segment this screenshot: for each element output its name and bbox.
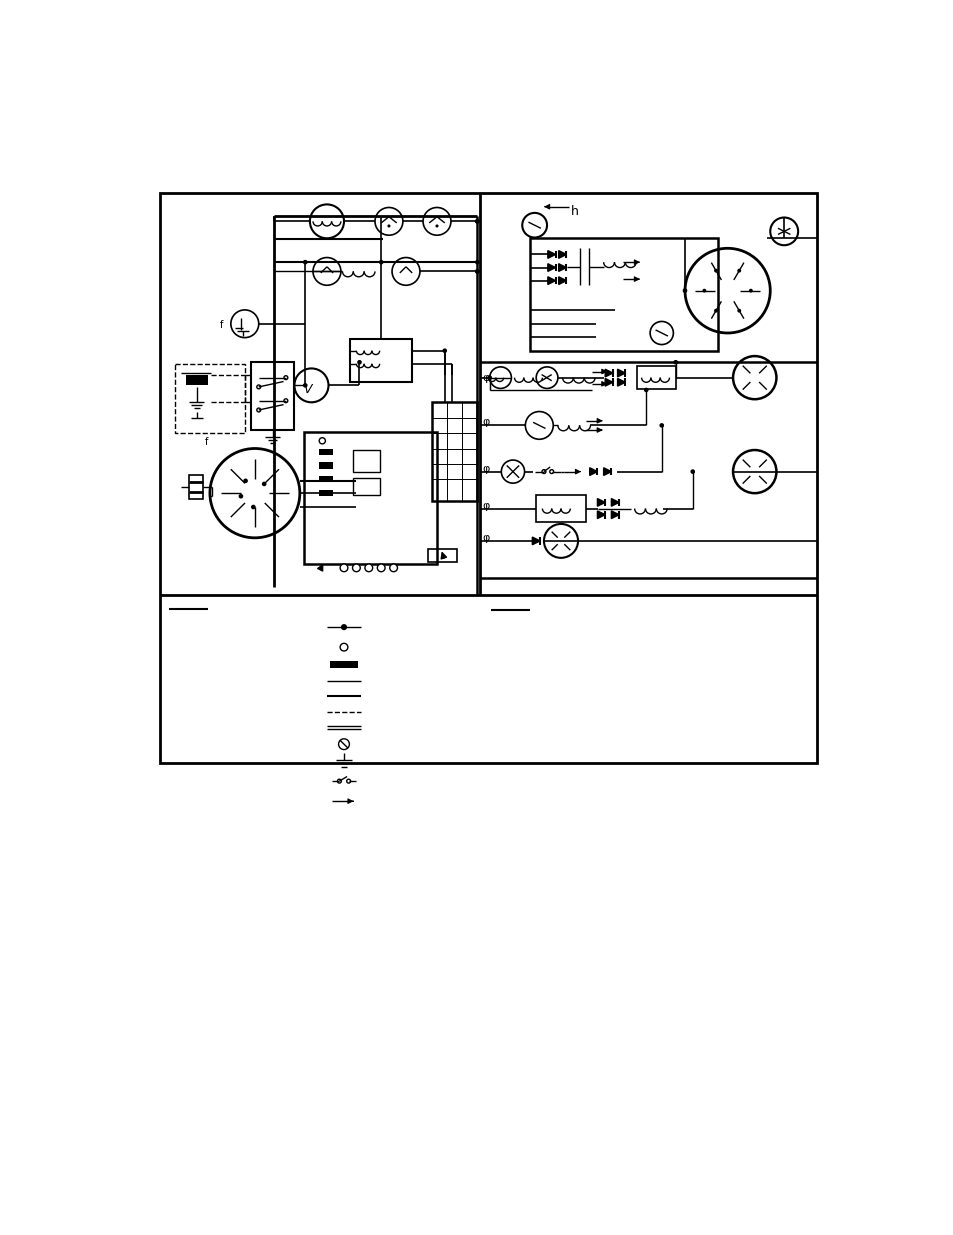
Circle shape — [549, 469, 553, 473]
Circle shape — [713, 269, 718, 273]
Circle shape — [643, 388, 648, 393]
Circle shape — [243, 478, 248, 483]
Bar — [319, 462, 333, 468]
Text: h: h — [571, 205, 578, 219]
Circle shape — [748, 289, 752, 293]
Polygon shape — [589, 468, 597, 475]
Circle shape — [284, 375, 288, 379]
Polygon shape — [611, 499, 618, 506]
Bar — [319, 477, 333, 483]
Circle shape — [387, 225, 390, 227]
Bar — [350, 340, 412, 382]
Circle shape — [475, 269, 479, 274]
Polygon shape — [604, 369, 612, 377]
Circle shape — [261, 482, 266, 487]
Bar — [186, 375, 208, 384]
Circle shape — [378, 259, 383, 264]
Circle shape — [303, 383, 307, 388]
Polygon shape — [617, 378, 624, 387]
Circle shape — [338, 739, 349, 750]
Circle shape — [319, 437, 325, 443]
Circle shape — [737, 309, 740, 312]
Circle shape — [475, 269, 479, 274]
Text: φ: φ — [481, 373, 489, 383]
Text: φ: φ — [481, 417, 489, 427]
Circle shape — [673, 359, 678, 364]
Polygon shape — [597, 499, 604, 506]
Bar — [189, 474, 203, 499]
Circle shape — [541, 469, 545, 473]
Circle shape — [442, 348, 447, 353]
Bar — [303, 431, 436, 564]
Polygon shape — [611, 511, 618, 519]
Circle shape — [238, 494, 243, 499]
Polygon shape — [604, 378, 612, 387]
Circle shape — [340, 643, 348, 651]
Circle shape — [435, 225, 438, 227]
Polygon shape — [547, 264, 555, 272]
Circle shape — [340, 564, 348, 572]
Circle shape — [737, 269, 740, 273]
Polygon shape — [558, 251, 566, 258]
Circle shape — [377, 564, 385, 572]
Polygon shape — [603, 468, 611, 475]
Circle shape — [701, 289, 705, 293]
Bar — [319, 448, 333, 454]
Text: V: V — [303, 383, 312, 395]
Bar — [330, 661, 357, 668]
Circle shape — [256, 408, 260, 412]
Circle shape — [390, 564, 397, 572]
Bar — [174, 364, 245, 433]
Circle shape — [659, 424, 663, 427]
Bar — [536, 495, 585, 522]
Polygon shape — [558, 277, 566, 284]
Circle shape — [284, 399, 288, 403]
Polygon shape — [617, 369, 624, 377]
Text: f: f — [220, 320, 223, 331]
Text: φ: φ — [481, 532, 489, 543]
Bar — [427, 548, 456, 562]
Circle shape — [487, 375, 492, 380]
Bar — [637, 366, 675, 389]
Circle shape — [475, 219, 479, 224]
Circle shape — [690, 469, 695, 474]
Circle shape — [256, 385, 260, 389]
Circle shape — [346, 779, 350, 783]
Circle shape — [340, 624, 347, 630]
Circle shape — [713, 309, 718, 312]
Text: φ: φ — [481, 463, 489, 473]
Polygon shape — [532, 537, 539, 545]
Bar — [159, 193, 816, 763]
Bar — [251, 362, 294, 430]
Circle shape — [475, 259, 479, 264]
Bar — [353, 478, 380, 495]
Text: φ: φ — [481, 500, 489, 510]
Circle shape — [475, 219, 479, 224]
Polygon shape — [547, 277, 555, 284]
Polygon shape — [597, 511, 604, 519]
Bar — [530, 237, 717, 352]
Polygon shape — [558, 264, 566, 272]
Circle shape — [251, 505, 255, 509]
Circle shape — [353, 564, 360, 572]
Polygon shape — [547, 251, 555, 258]
Circle shape — [356, 359, 361, 364]
Bar — [319, 490, 333, 496]
Circle shape — [365, 564, 373, 572]
Text: f: f — [204, 437, 208, 447]
Circle shape — [337, 779, 341, 783]
Bar — [353, 450, 380, 472]
Circle shape — [303, 259, 307, 264]
Circle shape — [682, 288, 686, 293]
Bar — [432, 403, 476, 501]
